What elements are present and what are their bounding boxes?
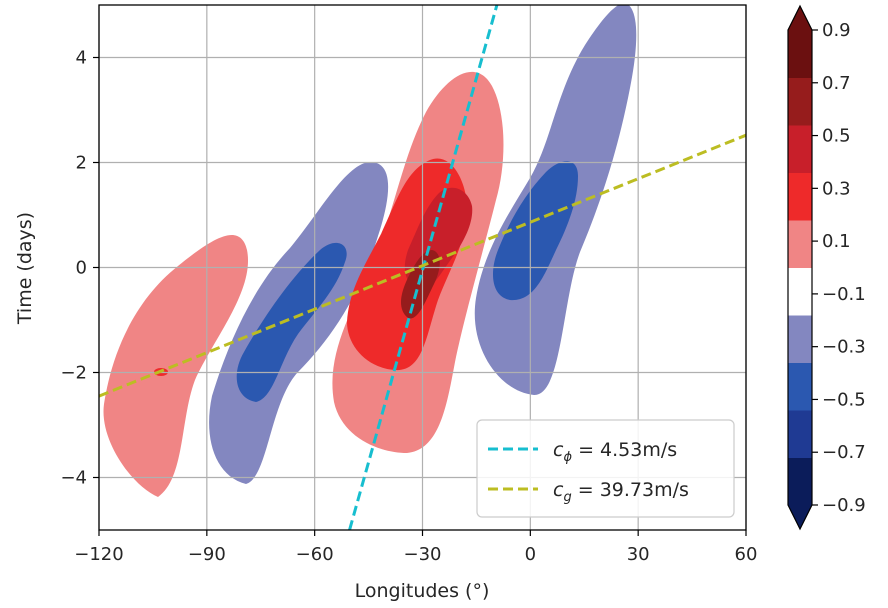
colorbar-segment bbox=[788, 410, 812, 458]
y-ticks: −4 −2 0 2 4 bbox=[60, 48, 99, 489]
colorbar-max-arrow bbox=[788, 6, 812, 30]
speed-line bbox=[99, 133, 746, 398]
colorbar-tick-label: 0.1 bbox=[822, 231, 851, 252]
colorbar-tick-label: 0.5 bbox=[822, 126, 851, 147]
x-tick-label: −120 bbox=[74, 544, 123, 565]
colorbar-segment bbox=[788, 77, 812, 126]
x-tick-label: −30 bbox=[404, 544, 442, 565]
colorbar-segment bbox=[788, 315, 812, 363]
x-tick-label: 0 bbox=[525, 544, 536, 565]
colorbar-segment bbox=[788, 457, 812, 506]
colorbar-segment bbox=[788, 362, 812, 411]
colorbar-tick-label: −0.5 bbox=[822, 389, 866, 410]
colorbar-tick-label: −0.9 bbox=[822, 495, 866, 516]
x-tick-label: −60 bbox=[296, 544, 334, 565]
y-tick-label: −4 bbox=[60, 468, 87, 489]
y-axis-label: Time (days) bbox=[14, 212, 36, 325]
x-tick-label: −90 bbox=[188, 544, 226, 565]
speed-line bbox=[348, 5, 499, 530]
contour-region bbox=[493, 161, 578, 301]
colorbar-segment bbox=[788, 220, 812, 268]
colorbar: −0.9 −0.7 −0.5 −0.3 −0.1 0.1 0.3 0.5 0.7 0.9 bbox=[787, 4, 866, 531]
colorbar-segment bbox=[788, 125, 812, 173]
y-tick-label: 2 bbox=[76, 153, 87, 174]
colorbar-segment bbox=[788, 30, 812, 78]
legend-label: cg = 39.73m/s bbox=[553, 479, 689, 505]
contour-region bbox=[236, 242, 347, 402]
legend: cϕ = 4.53m/s cg = 39.73m/s bbox=[476, 419, 735, 518]
colorbar-min-arrow bbox=[788, 505, 812, 529]
speed-lines bbox=[99, 5, 746, 530]
x-ticks: −120 −90 −60 −30 0 30 60 bbox=[74, 530, 757, 565]
y-tick-label: 0 bbox=[76, 258, 87, 279]
x-tick-label: 60 bbox=[735, 544, 758, 565]
y-tick-label: −2 bbox=[60, 363, 87, 384]
x-tick-label: 30 bbox=[627, 544, 650, 565]
colorbar-tick-label: 0.9 bbox=[822, 20, 851, 41]
colorbar-segment bbox=[788, 267, 812, 316]
colorbar-tick-label: −0.3 bbox=[822, 337, 866, 358]
contour-fills bbox=[103, 5, 637, 497]
colorbar-segment bbox=[788, 172, 812, 221]
legend-label: cϕ = 4.53m/s bbox=[553, 439, 677, 465]
colorbar-tick-label: −0.1 bbox=[822, 284, 866, 305]
colorbar-tick-label: 0.3 bbox=[822, 178, 851, 199]
x-axis-label: Longitudes (°) bbox=[355, 580, 490, 602]
legend-box bbox=[476, 419, 735, 518]
colorbar-tick-label: −0.7 bbox=[822, 442, 866, 463]
y-tick-label: 4 bbox=[76, 48, 87, 69]
colorbar-tick-label: 0.7 bbox=[822, 73, 851, 94]
